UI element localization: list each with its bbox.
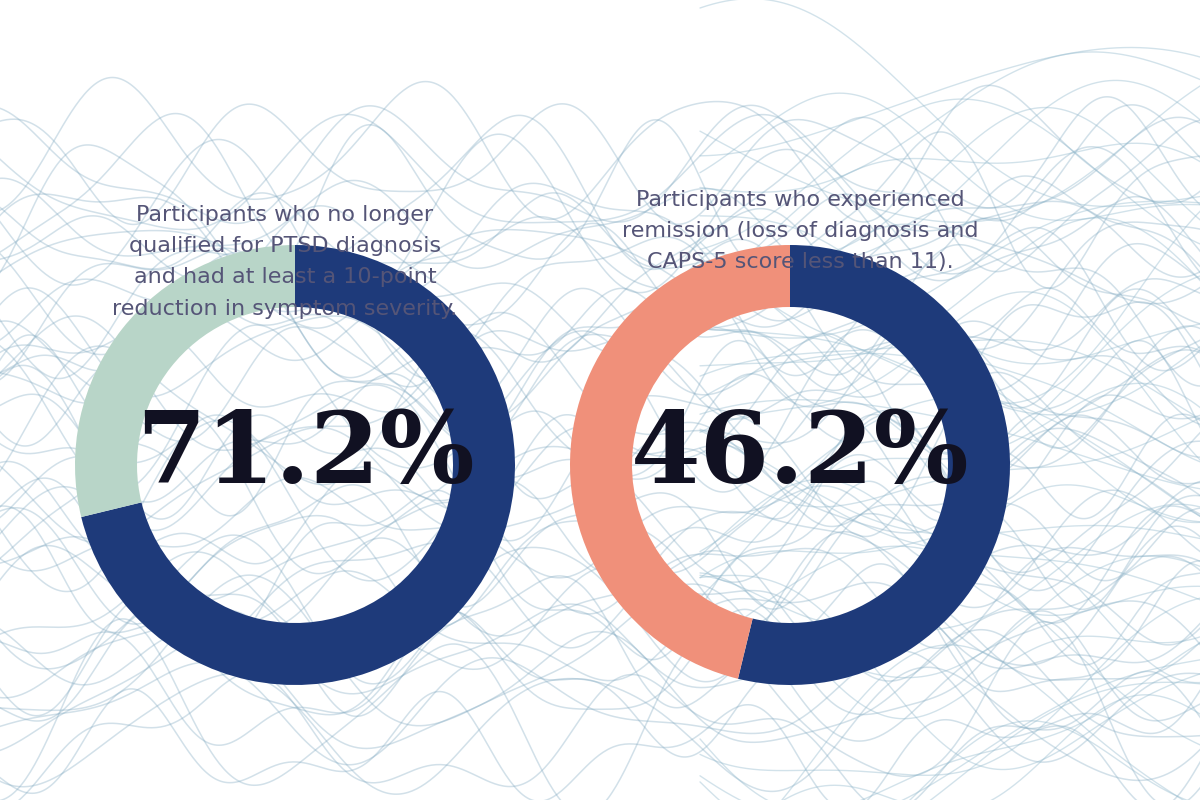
Text: 71.2%: 71.2% [136,406,474,503]
Wedge shape [570,245,790,678]
Text: Participants who no longer
qualified for PTSD diagnosis
and had at least a 10-po: Participants who no longer qualified for… [113,205,457,318]
Wedge shape [76,245,295,517]
Text: Participants who experienced
remission (loss of diagnosis and
CAPS-5 score less : Participants who experienced remission (… [622,190,978,272]
Wedge shape [738,245,1010,685]
Wedge shape [82,245,515,685]
Text: 46.2%: 46.2% [631,406,970,503]
